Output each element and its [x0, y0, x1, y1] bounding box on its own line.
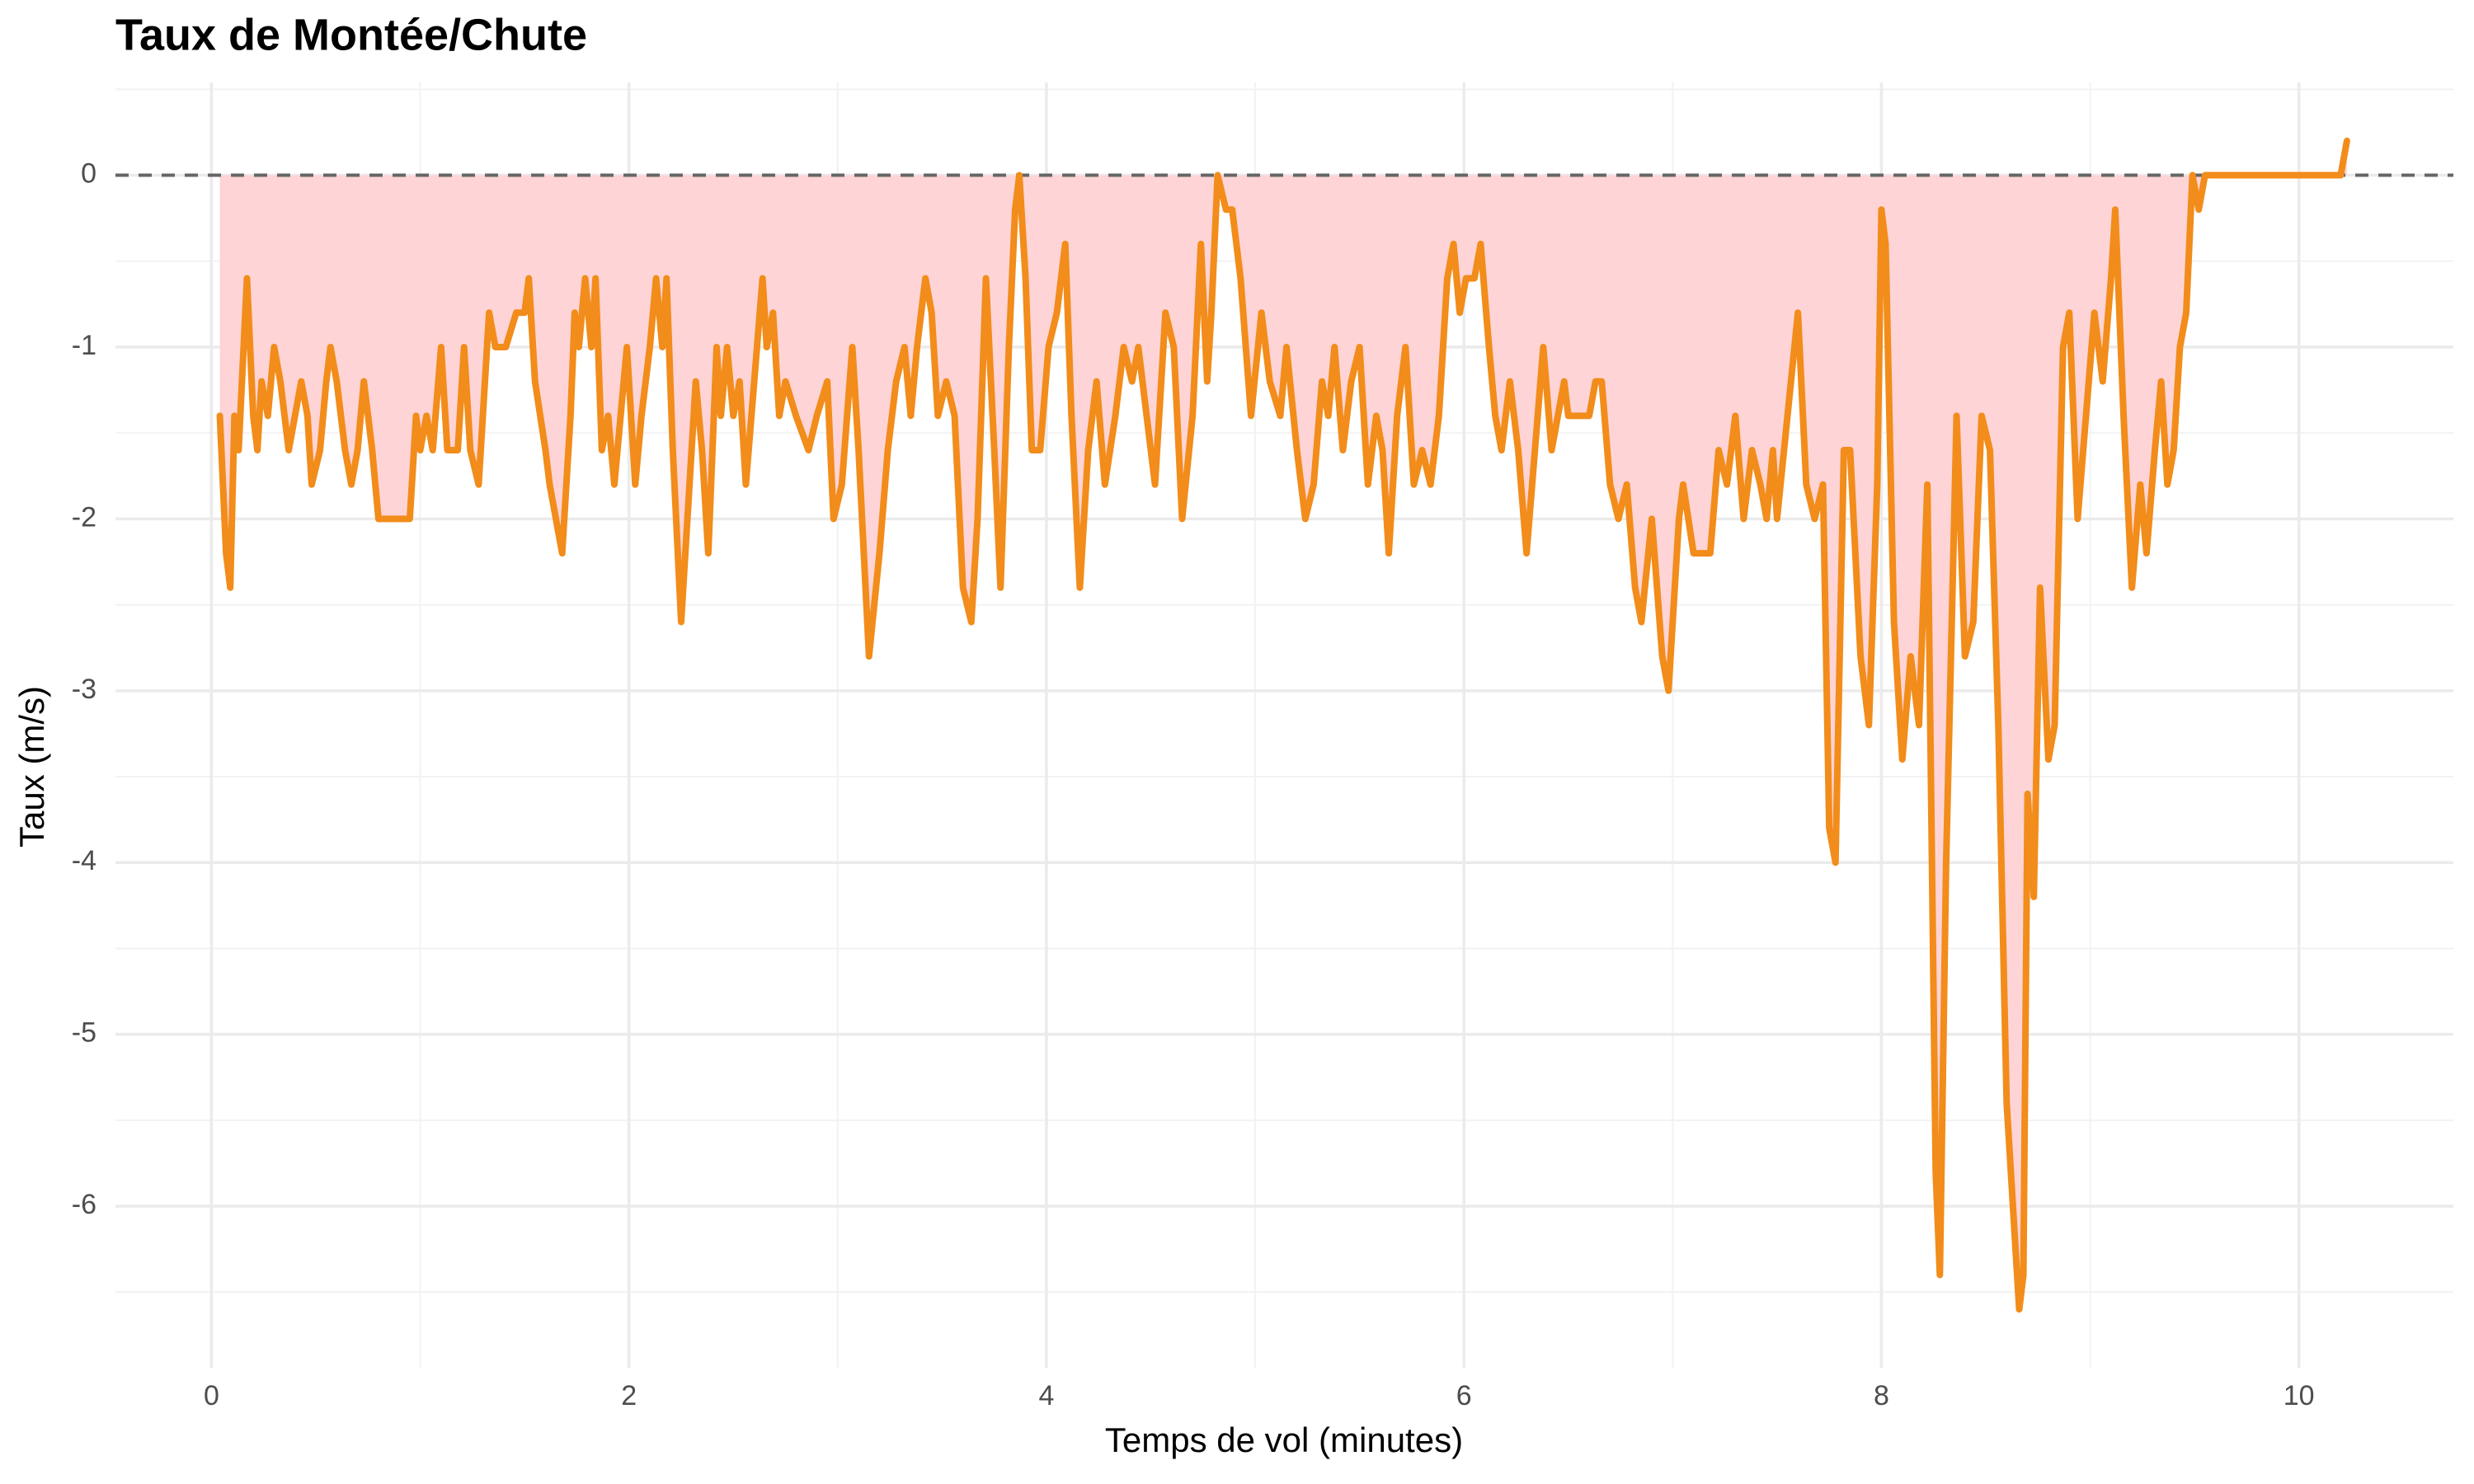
y-tick-label: -1	[72, 330, 96, 361]
y-tick-label: -2	[72, 501, 96, 533]
marks	[115, 137, 2453, 1313]
area	[219, 140, 2347, 1310]
y-tick-label: -3	[72, 674, 96, 705]
x-tick-label: 2	[621, 1380, 637, 1411]
y-tick-label: -5	[72, 1017, 96, 1049]
labels: 0 2 4 6 8 10 -6 -5 -4 -3 -2 -1 0	[72, 158, 2315, 1411]
y-tick-label: 0	[81, 158, 96, 190]
y-axis-title: Taux (m/s)	[12, 686, 51, 848]
chart-title: Taux de Montée/Chute	[115, 10, 587, 59]
x-tick-label: 4	[1038, 1380, 1054, 1411]
x-tick-label: 6	[1456, 1380, 1472, 1411]
x-tick-label: 0	[204, 1380, 219, 1411]
x-axis-title: Temps de vol (minutes)	[1105, 1421, 1463, 1459]
x-tick-label: 8	[1874, 1380, 1889, 1411]
x-tick-label: 10	[2284, 1380, 2315, 1411]
line	[216, 137, 2350, 1313]
y-tick-label: -4	[72, 845, 96, 876]
y-tick-label: -6	[72, 1189, 96, 1220]
